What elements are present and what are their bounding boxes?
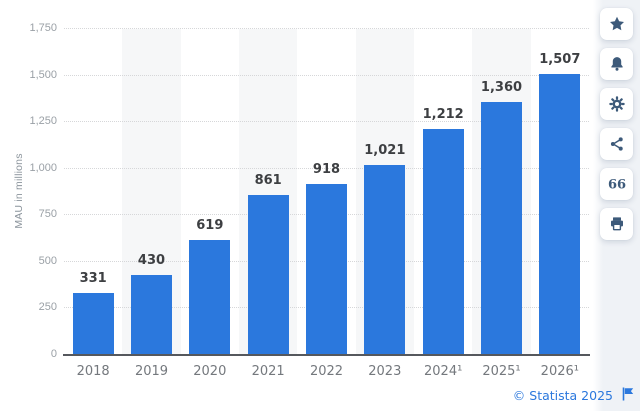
y-tick-label: 1,250 — [29, 115, 57, 128]
x-axis-label: 2023 — [368, 364, 402, 379]
bar-2025¹[interactable] — [481, 101, 522, 355]
bar-2018[interactable] — [72, 293, 114, 355]
x-axis-label: 2026¹ — [540, 364, 579, 379]
bar-2020[interactable] — [189, 239, 231, 355]
gridline-1500 — [64, 74, 589, 76]
gridline-1000 — [64, 167, 589, 169]
bar-value-label: 430 — [137, 252, 166, 268]
bar-2023[interactable] — [364, 164, 406, 355]
print-button[interactable] — [600, 208, 633, 240]
favorite-button[interactable] — [600, 8, 633, 40]
y-axis-ticks: 0 250 500 750 1,000 1,250 1,500 1,750 — [0, 22, 57, 360]
y-tick-label: 500 — [38, 254, 57, 267]
y-tick-label: 1,000 — [29, 161, 57, 174]
y-tick-label: 0 — [50, 348, 57, 360]
bar-value-label: 1,507 — [539, 52, 581, 68]
bar-value-label: 619 — [196, 217, 224, 233]
bar-2026¹[interactable] — [539, 74, 581, 355]
bar-value-label: 1,212 — [422, 107, 464, 123]
y-tick-label: 250 — [38, 301, 57, 314]
bar-2019[interactable] — [131, 274, 172, 355]
cite-button[interactable]: 66 — [600, 168, 633, 200]
y-tick-label: 1,500 — [29, 68, 57, 81]
bar-value-label: 918 — [312, 162, 341, 177]
x-axis-label: 2021 — [251, 364, 285, 379]
flag-icon[interactable] — [622, 387, 634, 404]
svg-text:66: 66 — [608, 178, 626, 193]
share-icon — [608, 135, 626, 153]
star-icon — [608, 15, 626, 33]
x-axis-label: 2022 — [309, 364, 344, 379]
x-axis-label: 2019 — [134, 364, 169, 379]
x-axis-label: 2025¹ — [482, 364, 521, 379]
copyright-text: © Statista 2025 — [512, 388, 613, 403]
notifications-button[interactable] — [600, 48, 633, 80]
share-button[interactable] — [600, 128, 633, 160]
x-axis-label: 2020 — [193, 364, 227, 379]
x-axis-label: 2018 — [76, 364, 110, 379]
bar-value-label: 861 — [254, 172, 282, 188]
gridline-1750 — [64, 28, 589, 29]
x-axis-line — [63, 354, 590, 356]
action-sidebar: 66 — [593, 0, 640, 411]
gear-icon — [608, 95, 626, 113]
bar-value-label: 331 — [79, 271, 107, 287]
statista-copyright-link[interactable]: © Statista 2025 — [513, 387, 634, 404]
bar-2022[interactable] — [306, 184, 347, 355]
y-tick-label: 1,750 — [29, 22, 57, 34]
settings-button[interactable] — [600, 88, 633, 120]
gridline-1250 — [64, 121, 589, 123]
bar-2024¹[interactable] — [422, 129, 464, 355]
print-icon — [608, 215, 626, 233]
bar-value-label: 1,360 — [480, 79, 523, 95]
y-tick-label: 750 — [38, 208, 57, 221]
x-axis-label: 2024¹ — [424, 364, 463, 379]
plot-area: 331 2018 430 2019 619 2020 861 2021 918 2022 1,021… — [63, 28, 590, 379]
bar-value-label: 1,021 — [364, 142, 406, 158]
bell-icon — [608, 55, 626, 73]
bar-2021[interactable] — [247, 194, 289, 355]
quote-icon: 66 — [608, 175, 626, 193]
